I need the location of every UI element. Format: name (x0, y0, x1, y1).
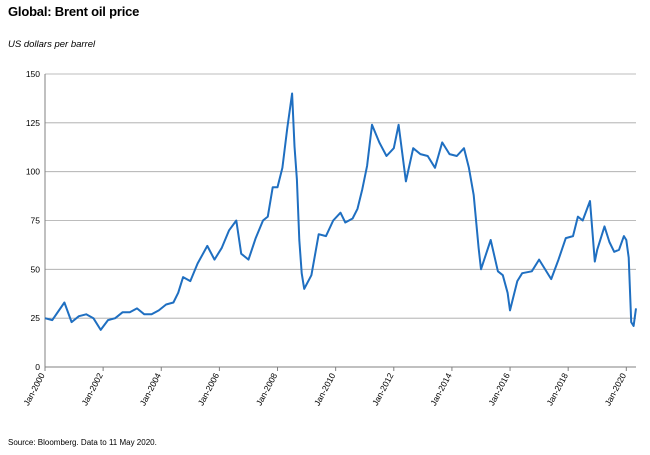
y-tick-label: 50 (31, 264, 41, 274)
y-tick-label: 0 (35, 362, 40, 372)
brent-price-line (44, 92, 637, 331)
x-tick-label: Jan-2008 (254, 371, 280, 407)
x-tick-label: Jan-2010 (312, 371, 338, 407)
x-tick-label: Jan-2000 (21, 371, 47, 407)
x-tick-label: Jan-2002 (79, 371, 105, 407)
y-tick-label: 100 (26, 167, 40, 177)
y-tick-label: 150 (26, 69, 40, 79)
x-tick-label: Jan-2020 (603, 371, 629, 407)
chart-title: Global: Brent oil price (8, 4, 140, 19)
x-tick-label: Jan-2016 (486, 371, 512, 407)
source-note: Source: Bloomberg. Data to 11 May 2020. (8, 438, 157, 447)
x-tick-label: Jan-2004 (138, 371, 164, 407)
y-tick-label: 125 (26, 118, 40, 128)
y-tick-label: 75 (31, 216, 41, 226)
y-tick-label: 25 (31, 313, 41, 323)
x-tick-label: Jan-2018 (544, 371, 570, 407)
x-tick-label: Jan-2006 (196, 371, 222, 407)
x-tick-label: Jan-2014 (428, 371, 454, 407)
y-axis-unit-label: US dollars per barrel (8, 39, 96, 50)
x-tick-label: Jan-2012 (370, 371, 396, 407)
